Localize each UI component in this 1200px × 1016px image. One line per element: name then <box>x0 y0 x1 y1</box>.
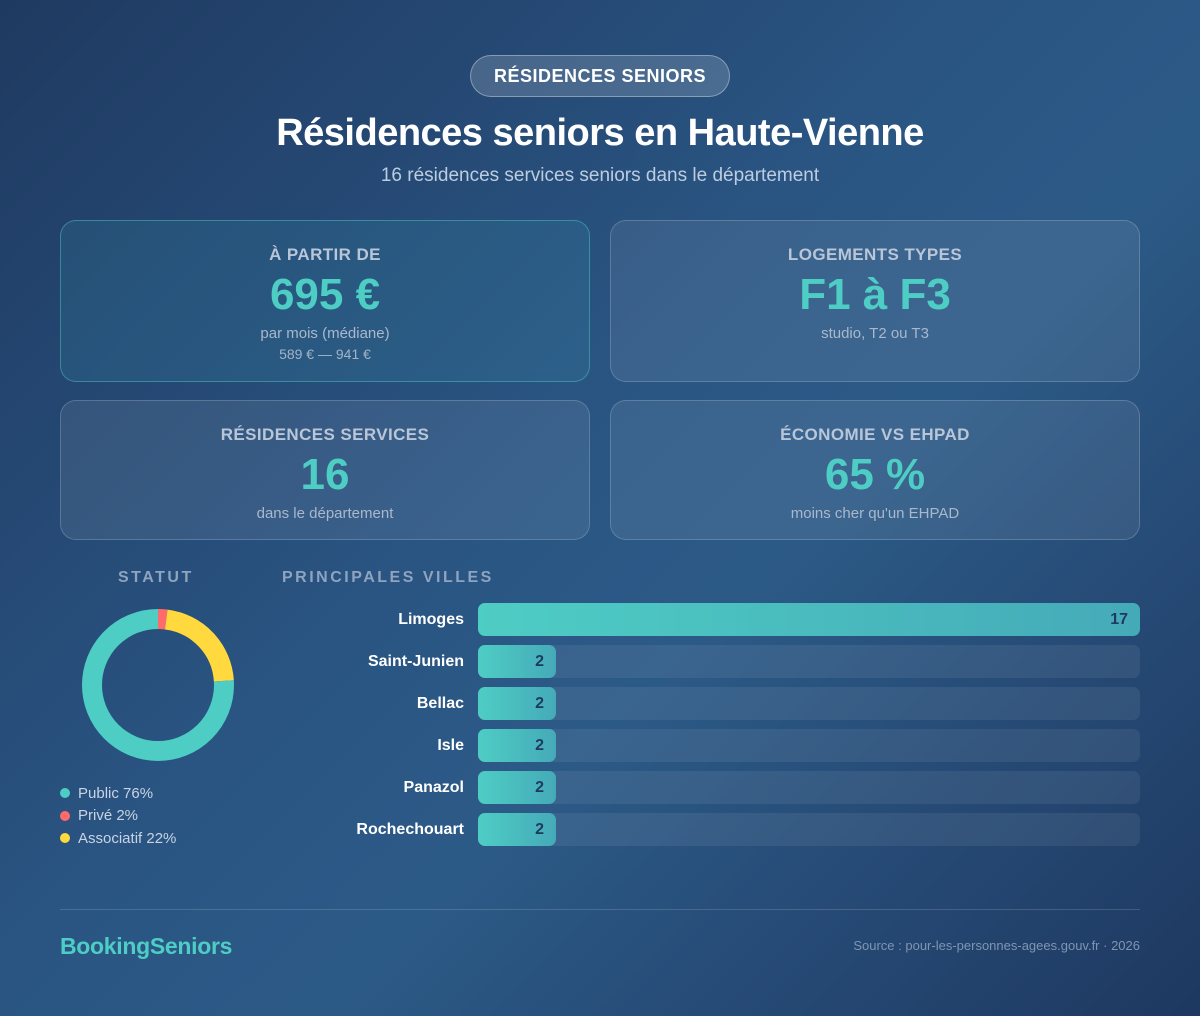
card-sub: dans le département <box>256 505 394 522</box>
bar-row: Saint-Junien 2 <box>282 645 1140 678</box>
card-label: À PARTIR DE <box>269 245 381 264</box>
legend-dot-icon <box>60 833 70 844</box>
donut-slice-public <box>82 609 234 761</box>
bar-fill: 2 <box>478 687 556 720</box>
bar-label: Limoges <box>398 610 464 628</box>
bar-track: 2 <box>478 687 1140 720</box>
statut-legend: Public 76% Privé 2% Associatif 22% <box>60 782 176 850</box>
villes-title: PRINCIPALES VILLES <box>282 569 494 586</box>
card-range: 589 € — 941 € <box>279 346 371 362</box>
legend-dot-icon <box>60 788 70 799</box>
card-price: À PARTIR DE 695 € par mois (médiane) 589… <box>60 220 590 382</box>
card-sub: par mois (médiane) <box>260 325 390 342</box>
card-value: 65 % <box>824 450 926 499</box>
bar-fill: 2 <box>478 771 556 804</box>
category-badge: RÉSIDENCES SENIORS <box>470 55 730 97</box>
bar-label: Bellac <box>416 694 464 712</box>
legend-item-associatif: Associatif 22% <box>60 827 176 850</box>
legend-item-public: Public 76% <box>60 782 176 805</box>
bar-label: Panazol <box>403 778 464 796</box>
card-ehpad-savings: ÉCONOMIE VS EHPAD 65 % moins cher qu'un … <box>610 400 1140 540</box>
statut-donut-chart <box>80 607 236 763</box>
legend-dot-icon <box>60 810 70 821</box>
page-subtitle: 16 résidences services seniors dans le d… <box>380 165 820 186</box>
card-label: ÉCONOMIE VS EHPAD <box>780 425 970 444</box>
bar-track: 2 <box>478 813 1140 846</box>
card-housing-types: LOGEMENTS TYPES F1 à F3 studio, T2 ou T3 <box>610 220 1140 382</box>
bar-fill: 2 <box>478 645 556 678</box>
bar-fill: 17 <box>478 603 1140 636</box>
infographic: RÉSIDENCES SENIORS Résidences seniors en… <box>60 0 1140 1016</box>
card-value: F1 à F3 <box>799 270 951 319</box>
bar-row: Bellac 2 <box>282 687 1140 720</box>
source-note: Source : pour-les-personnes-agees.gouv.f… <box>853 938 1140 953</box>
bar-row: Rochechouart 2 <box>282 813 1140 846</box>
card-sub: studio, T2 ou T3 <box>821 325 929 342</box>
villes-bar-chart: Limoges 17 Saint-Junien 2 Bellac 2 Isle 2 Panazo… <box>282 603 1140 855</box>
bar-fill: 2 <box>478 813 556 846</box>
card-label: RÉSIDENCES SERVICES <box>220 425 430 444</box>
bar-label: Isle <box>437 736 464 754</box>
card-label: LOGEMENTS TYPES <box>787 245 963 264</box>
bar-fill: 2 <box>478 729 556 762</box>
card-value: 695 € <box>269 270 381 319</box>
footer-divider <box>60 909 1140 910</box>
bar-row: Isle 2 <box>282 729 1140 762</box>
brand-logo: BookingSeniors <box>60 933 233 959</box>
bar-row: Panazol 2 <box>282 771 1140 804</box>
bar-track: 17 <box>478 603 1140 636</box>
bar-row: Limoges 17 <box>282 603 1140 636</box>
card-value: 16 <box>300 450 350 499</box>
bar-label: Rochechouart <box>356 820 464 838</box>
bar-track: 2 <box>478 729 1140 762</box>
page-title: Résidences seniors en Haute-Vienne <box>276 112 924 154</box>
statut-title: STATUT <box>118 569 194 586</box>
bar-track: 2 <box>478 645 1140 678</box>
bar-track: 2 <box>478 771 1140 804</box>
bar-label: Saint-Junien <box>367 652 464 670</box>
card-residences-count: RÉSIDENCES SERVICES 16 dans le départeme… <box>60 400 590 540</box>
legend-item-prive: Privé 2% <box>60 805 176 828</box>
card-sub: moins cher qu'un EHPAD <box>790 505 960 522</box>
